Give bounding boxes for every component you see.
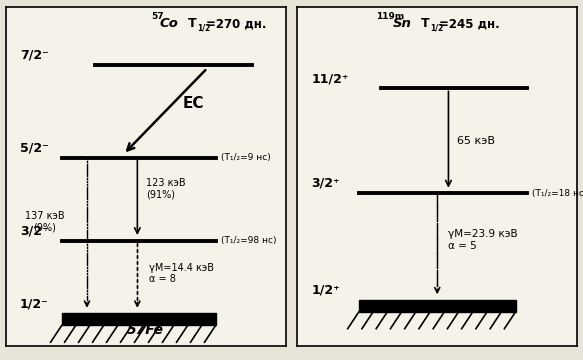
Text: =270 дн.: =270 дн. (206, 17, 266, 30)
Text: (T₁/₂=18 нс): (T₁/₂=18 нс) (532, 189, 583, 198)
Text: γМ=14.4 кэВ
α = 8: γМ=14.4 кэВ α = 8 (149, 263, 213, 284)
Text: 1/2: 1/2 (198, 23, 211, 32)
Text: T: T (188, 17, 196, 30)
Text: EC: EC (182, 96, 203, 111)
Text: 11/2⁺: 11/2⁺ (311, 72, 349, 85)
Text: 1/2⁺: 1/2⁺ (311, 284, 340, 297)
Text: 3/2⁻: 3/2⁻ (20, 224, 48, 237)
Text: Sn: Sn (392, 17, 412, 30)
Text: 137 кэВ
(9%): 137 кэВ (9%) (25, 211, 65, 233)
Text: 65 кэВ: 65 кэВ (457, 136, 495, 146)
Text: 3/2⁺: 3/2⁺ (311, 177, 340, 190)
Bar (359, 300, 515, 312)
Bar (62, 314, 216, 325)
Text: 7/2⁻: 7/2⁻ (20, 48, 48, 61)
Text: 57: 57 (152, 12, 164, 21)
Text: 1/2⁻: 1/2⁻ (20, 297, 48, 310)
Text: 123 кэВ
(91%): 123 кэВ (91%) (146, 178, 185, 200)
Text: 1/2: 1/2 (430, 23, 444, 32)
Text: γМ=23.9 кэВ
α = 5: γМ=23.9 кэВ α = 5 (448, 229, 518, 251)
Text: T: T (420, 17, 429, 30)
Text: (T₁/₂=9 нс): (T₁/₂=9 нс) (222, 153, 271, 162)
Text: 119m: 119m (375, 12, 404, 21)
Text: 57Fe: 57Fe (127, 323, 164, 337)
Text: (T₁/₂=98 нс): (T₁/₂=98 нс) (222, 236, 277, 245)
Text: =245 дн.: =245 дн. (438, 17, 500, 30)
Text: 5/2⁻: 5/2⁻ (20, 141, 48, 154)
Text: Co: Co (160, 17, 178, 30)
